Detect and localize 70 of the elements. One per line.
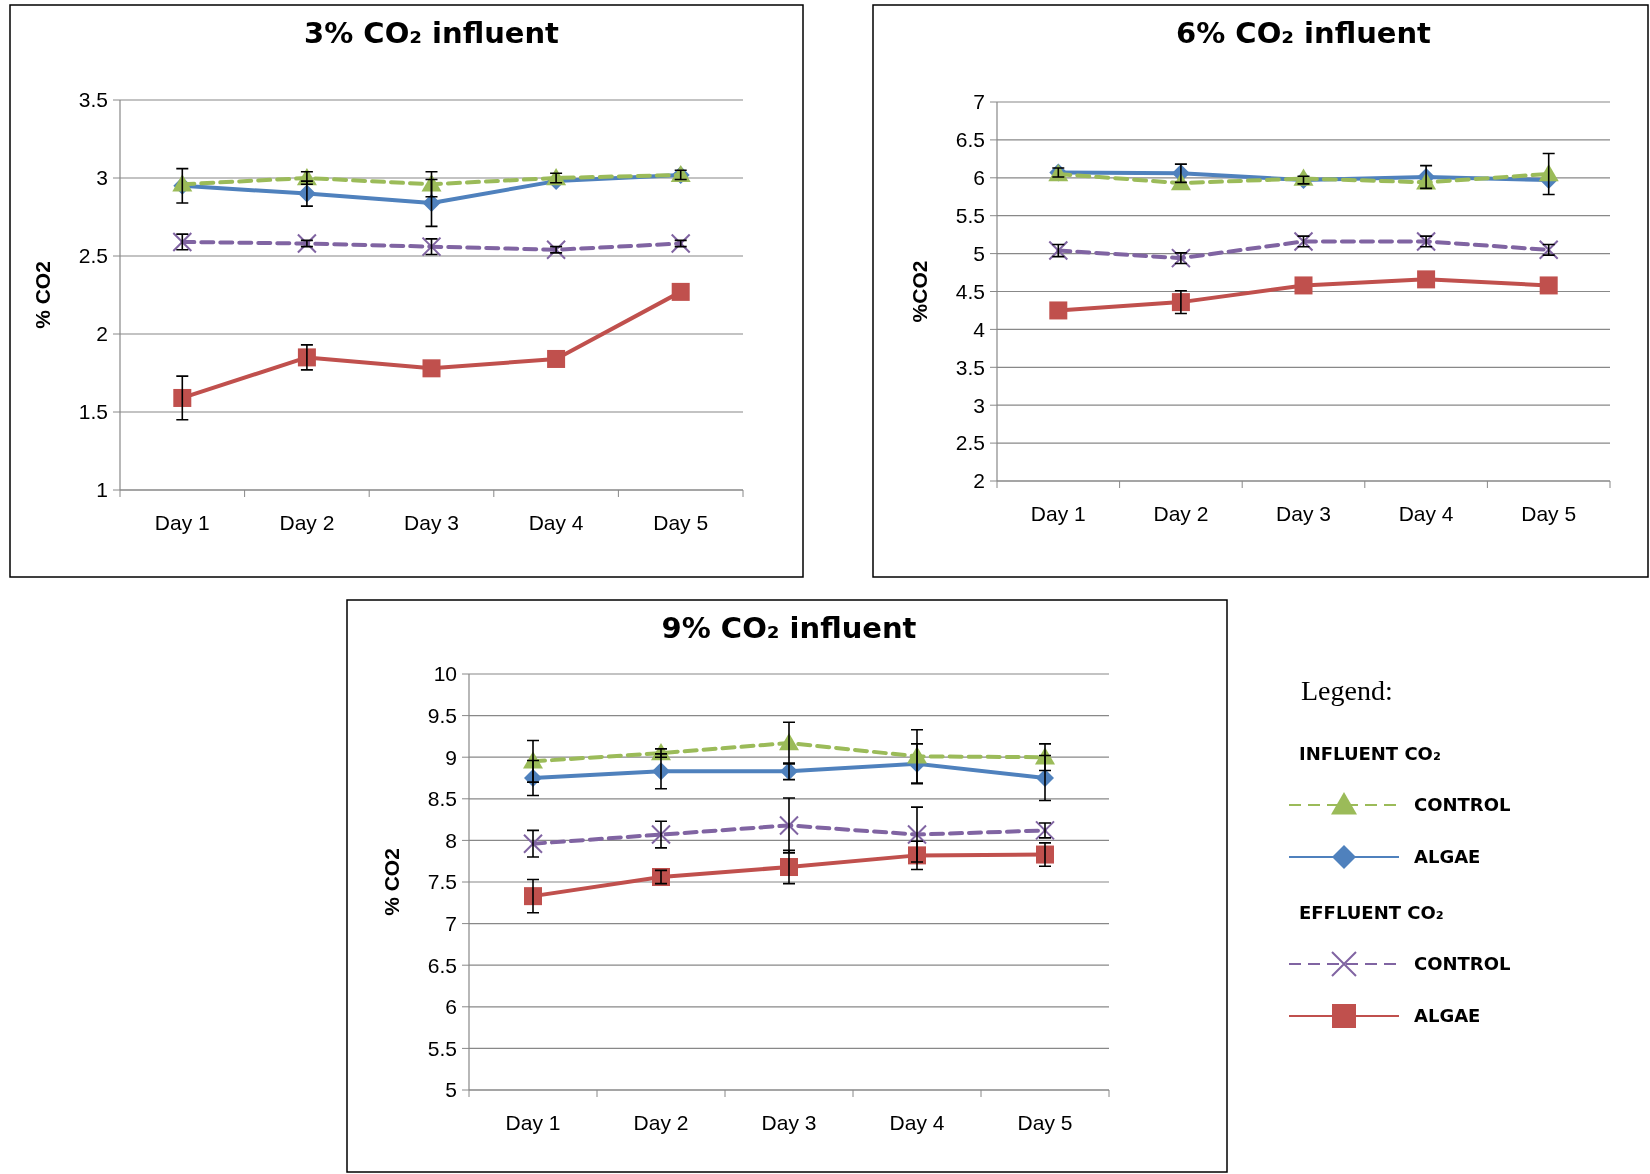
y-tick-label: 9 <box>445 745 457 769</box>
y-axis-title: % CO2 <box>380 848 403 916</box>
text: EFFLUENT CO₂ <box>1299 902 1444 923</box>
y-tick-label: 4 <box>973 317 986 341</box>
x-tick-label: Day 5 <box>1017 1111 1073 1134</box>
y-tick-label: 5 <box>973 241 985 265</box>
y-tick-label: 2 <box>96 322 108 346</box>
x-tick-label: Day 2 <box>279 511 335 534</box>
y-tick-label: 10 <box>433 662 457 686</box>
x-tick-label: Day 1 <box>505 1111 561 1134</box>
chart-title: 3% CO₂ influent <box>304 16 560 50</box>
point <box>1049 301 1068 320</box>
y-tick-label: 6.5 <box>427 953 457 977</box>
y-tick-label: 4.5 <box>955 279 985 303</box>
point <box>779 815 799 836</box>
point <box>1539 276 1558 295</box>
point <box>1294 276 1313 295</box>
y-tick-label: 7 <box>445 911 457 935</box>
x-tick-label: Day 3 <box>761 1111 817 1134</box>
point <box>546 239 567 260</box>
chart-title: 9% CO₂ influent <box>661 611 917 645</box>
text: CONTROL <box>1414 953 1511 975</box>
point <box>422 359 441 378</box>
y-tick-label: 9.5 <box>427 703 457 727</box>
y-tick-label: 6.5 <box>955 128 985 152</box>
x-tick-label: Day 5 <box>653 511 709 534</box>
y-axis-title: %CO2 <box>908 260 931 323</box>
point <box>173 388 192 407</box>
x-tick-label: Day 3 <box>404 511 459 534</box>
y-tick-label: 3 <box>973 393 985 417</box>
y-tick-label: 3 <box>96 166 108 190</box>
x-tick-label: Day 2 <box>1153 502 1209 525</box>
text: INFLUENT CO₂ <box>1299 743 1441 764</box>
y-tick-label: 5.5 <box>427 1036 457 1060</box>
x-tick-label: Day 2 <box>633 1111 689 1134</box>
text: ALGAE <box>1414 846 1481 868</box>
x-tick-label: Day 5 <box>1521 502 1577 525</box>
point <box>651 824 671 845</box>
y-tick-label: 2 <box>973 469 985 493</box>
y-tick-label: 8.5 <box>427 787 457 811</box>
y-tick-label: 2.5 <box>955 431 985 455</box>
point <box>296 233 317 254</box>
point <box>670 233 691 254</box>
y-tick-label: 6 <box>973 166 985 190</box>
y-tick-label: 3.5 <box>78 88 108 112</box>
y-tick-label: 8 <box>445 828 457 852</box>
point <box>907 824 927 845</box>
x-tick-label: Day 4 <box>1398 502 1454 525</box>
x-tick-label: Day 4 <box>528 511 584 534</box>
y-tick-label: 3.5 <box>955 355 985 379</box>
y-tick-label: 5.5 <box>955 204 985 228</box>
point <box>1417 270 1436 289</box>
point <box>547 349 566 368</box>
x-tick-label: Day 1 <box>154 511 210 534</box>
y-tick-label: 2.5 <box>78 244 108 268</box>
y-tick-label: 5 <box>445 1078 457 1102</box>
y-axis-title: % CO2 <box>31 261 54 329</box>
text: CONTROL <box>1414 794 1511 816</box>
legend-title: Legend: <box>1301 675 1393 706</box>
y-tick-label: 7.5 <box>427 870 457 894</box>
x-tick-label: Day 1 <box>1030 502 1086 525</box>
text: ALGAE <box>1414 1005 1481 1027</box>
point <box>671 282 690 301</box>
y-tick-label: 1.5 <box>78 400 108 424</box>
y-tick-label: 1 <box>96 478 108 502</box>
chart-title: 6% CO₂ influent <box>1176 16 1432 50</box>
x-tick-label: Day 3 <box>1276 502 1331 525</box>
x-tick-label: Day 4 <box>889 1111 945 1134</box>
y-tick-label: 6 <box>445 995 457 1019</box>
y-tick-label: 7 <box>973 90 985 114</box>
